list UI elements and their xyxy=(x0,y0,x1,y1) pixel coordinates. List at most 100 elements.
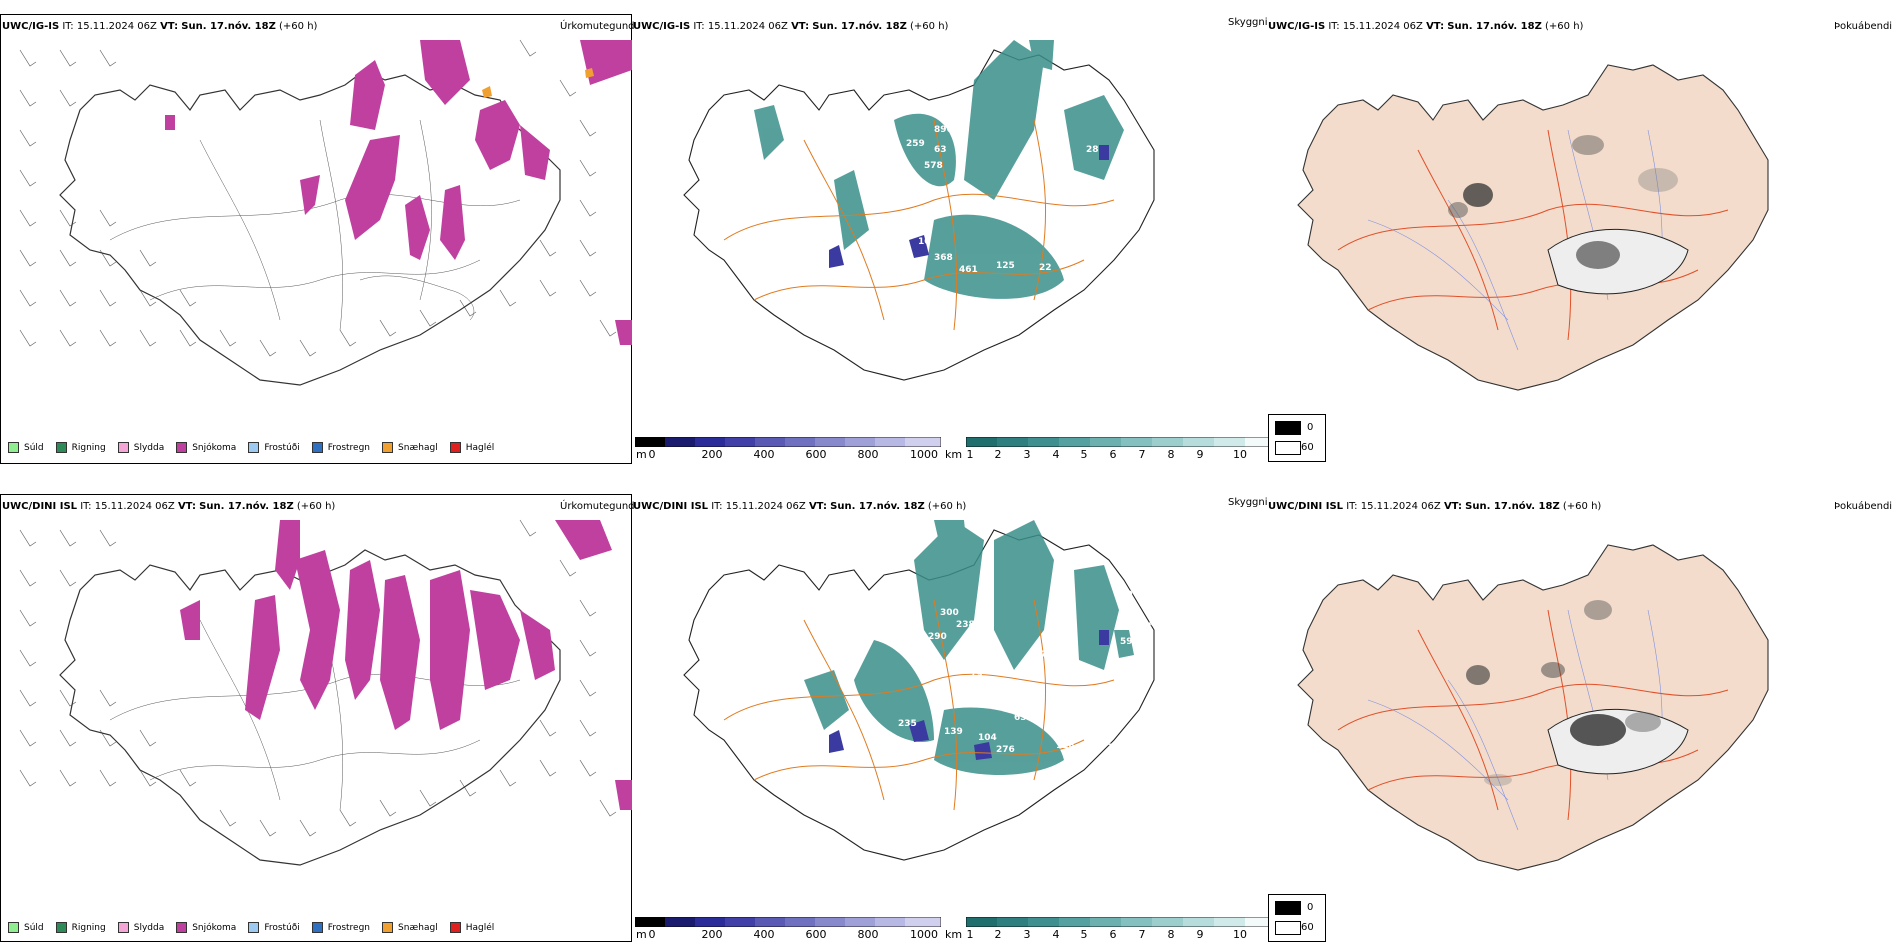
legend-item: Snæhagl xyxy=(382,922,438,933)
visibility-colorbar xyxy=(966,437,1272,447)
product-label: Þokuábendi xyxy=(1834,21,1893,32)
legend-item: Frostúði xyxy=(248,922,300,933)
cloudbase-value: 259 xyxy=(906,139,925,149)
legend-item: Rigning xyxy=(55,922,106,933)
cloudbase-value: 139 xyxy=(1046,695,1065,705)
row2: UWC/DINI ISL IT: 15.11.2024 06Z VT: Sun.… xyxy=(0,480,1900,950)
fog-scale-max: 0 xyxy=(1307,422,1314,433)
cloudbase-tick: 600 xyxy=(805,448,827,461)
visibility-tick: 2 xyxy=(994,448,1002,461)
fog-scale-min: 60 xyxy=(1301,442,1314,453)
ptype-panel-title: UWC/DINI ISL IT: 15.11.2024 06Z VT: Sun.… xyxy=(2,501,336,512)
ptype-legend: Súld Rigning Slydda Snjókoma Frostúði Fr… xyxy=(8,442,494,453)
legend-item: Haglél xyxy=(449,442,494,453)
fog-panel-title: UWC/DINI ISL IT: 15.11.2024 06Z VT: Sun.… xyxy=(1268,501,1602,512)
valid-time: Sun. 17.nóv. 18Z xyxy=(181,21,276,32)
cloudbase-value: 139 xyxy=(944,727,963,737)
cloudbase-value: 123 xyxy=(872,741,891,751)
cloudbase-value: 48 xyxy=(1118,189,1131,199)
ptype-map xyxy=(19,39,632,386)
visibility-tick: 1 xyxy=(966,448,974,461)
visibility-tick: 9 xyxy=(1196,928,1204,941)
cloud-panel-title: UWC/IG-IS IT: 15.11.2024 06Z VT: Sun. 17… xyxy=(633,21,949,32)
fog-scale-box: 0 60 xyxy=(1268,894,1326,942)
visibility-tick: 5 xyxy=(1080,448,1088,461)
snow-areas xyxy=(165,40,632,345)
cloudbase-value: 300 xyxy=(940,608,959,618)
cloudbase-value: 20 xyxy=(1108,743,1121,753)
cloudbase-value: 869 xyxy=(896,175,915,185)
legend-item: Frostregn xyxy=(311,922,370,933)
legend-item: Frostregn xyxy=(311,442,370,453)
fog-map xyxy=(1297,64,1769,391)
visibility-tick: 4 xyxy=(1052,928,1060,941)
valid-time: Sun. 17.nóv. 18Z xyxy=(199,501,294,512)
fog-scale-max: 0 xyxy=(1307,902,1314,913)
ptype-legend: Súld Rigning Slydda Snjókoma Frostúði Fr… xyxy=(8,922,494,933)
cloudbase-value: 238 xyxy=(956,620,975,630)
cloudbase-colorbar xyxy=(635,437,941,447)
cloudbase-value: 839 xyxy=(1114,590,1133,600)
product-label: Þokuábendi xyxy=(1834,501,1893,512)
lead-time: (+60 h) xyxy=(279,21,318,32)
cloud-map: 300 238 290 19 276 839 104 597 11 139 65… xyxy=(683,520,1177,861)
legend-item: Snjókoma xyxy=(176,442,236,453)
legend-item: Haglél xyxy=(449,922,494,933)
cloudbase-labels: 300 238 290 19 276 839 104 597 11 139 65… xyxy=(870,590,1177,755)
product-label: Skyggni xyxy=(1228,497,1268,508)
cloudbase-tick: 200 xyxy=(701,448,723,461)
visibility-tick: 8 xyxy=(1167,448,1175,461)
product-label: Úrkomutegund xyxy=(560,21,635,32)
wind-barbs xyxy=(19,39,617,357)
cloudbase-tick: 800 xyxy=(857,448,879,461)
model-name: UWC/DINI ISL xyxy=(2,501,78,512)
cloudbase-value: 235 xyxy=(898,719,917,729)
ptype-panel-title: UWC/IG-IS IT: 15.11.2024 06Z VT: Sun. 17… xyxy=(2,21,318,32)
cloudbase-tick: 1000 xyxy=(910,448,938,461)
cloudbase-value: 22 xyxy=(1039,263,1052,273)
visibility-tick: 9 xyxy=(1196,448,1204,461)
cloudbase-value: 63 xyxy=(934,145,947,155)
lead-time: (+60 h) xyxy=(296,501,336,512)
legend-item: Slydda xyxy=(117,922,164,933)
cloudbase-tick: 0 xyxy=(648,928,656,941)
cloudbase-value: 578 xyxy=(924,161,943,171)
cloudbase-tick: 400 xyxy=(753,448,775,461)
visibility-tick: 4 xyxy=(1052,448,1060,461)
cloudbase-value: 11 xyxy=(1164,641,1177,651)
legend-item: Snjókoma xyxy=(176,922,236,933)
iceland-outline xyxy=(59,69,561,386)
cloudbase-value: 28 xyxy=(1086,145,1099,155)
cloudbase-tick: 400 xyxy=(753,928,775,941)
cloudbase-unit: m xyxy=(636,928,647,941)
legend-item: Súld xyxy=(8,442,44,453)
ptype-panel-frame xyxy=(0,14,632,464)
fog-map xyxy=(1297,544,1769,871)
cloudbase-value: 896 xyxy=(934,125,953,135)
cloud-panel-title: UWC/DINI ISL IT: 15.11.2024 06Z VT: Sun.… xyxy=(633,501,967,512)
visibility-tick: 6 xyxy=(1109,448,1117,461)
cloudbase-value: 125 xyxy=(996,261,1015,271)
visibility-tick: 6 xyxy=(1109,928,1117,941)
visibility-tick: 3 xyxy=(1023,928,1031,941)
legend-item: Snæhagl xyxy=(382,442,438,453)
fog-scale-box: 0 60 xyxy=(1268,414,1326,462)
cloudbase-value: 10 xyxy=(918,237,931,247)
cloudbase-value: 156 xyxy=(1012,211,1031,221)
cloudbase-unit: m xyxy=(636,448,647,461)
cloudbase-value: 659 xyxy=(1014,713,1033,723)
row1: UWC/IG-IS IT: 15.11.2024 06Z VT: Sun. 17… xyxy=(0,0,1900,470)
visibility-tick: 7 xyxy=(1138,448,1146,461)
cloudbase-labels: 896 259 63 168 578 869 10 368 461 125 22… xyxy=(884,125,1141,275)
ptype-panel-frame xyxy=(0,494,632,942)
visibility-unit: km xyxy=(945,448,963,461)
cloudbase-value: 144 xyxy=(870,729,889,739)
legend-item: Frostúði xyxy=(248,442,300,453)
visibility-tick: 3 xyxy=(1023,448,1031,461)
cloudbase-tick: 800 xyxy=(857,928,879,941)
visibility-colorbar xyxy=(966,917,1272,927)
model-name: UWC/IG-IS xyxy=(2,21,60,32)
cloudbase-tick: 0 xyxy=(648,448,656,461)
cloudbase-value: 128 xyxy=(1056,741,1075,751)
cloud-map: 896 259 63 168 578 869 10 368 461 125 22… xyxy=(683,40,1155,381)
